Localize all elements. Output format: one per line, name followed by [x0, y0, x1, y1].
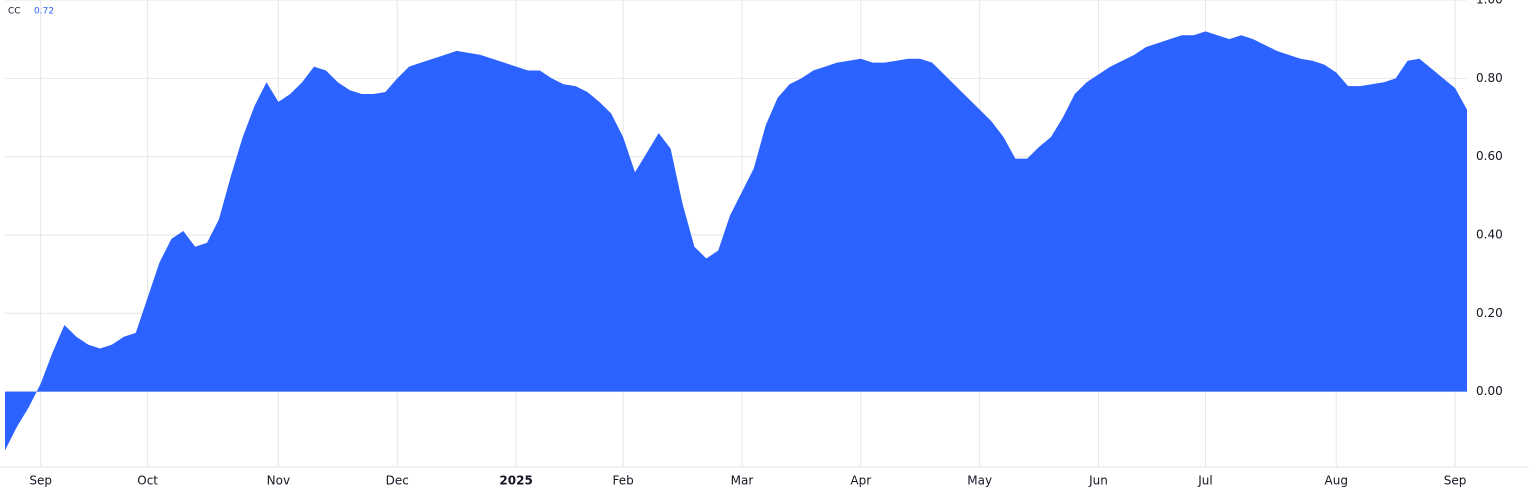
- x-tick-label: Aug: [1325, 474, 1348, 488]
- x-tick-label: Mar: [731, 474, 754, 488]
- x-tick-label: May: [967, 474, 992, 488]
- y-tick-label: 0.20: [1476, 306, 1503, 320]
- x-tick-label: Oct: [137, 474, 158, 488]
- x-tick-label: 2025: [499, 474, 532, 488]
- x-tick-label: Jul: [1197, 474, 1212, 488]
- x-tick-label: Sep: [1444, 474, 1467, 488]
- x-tick-label: Sep: [29, 474, 52, 488]
- y-tick-label: 0.60: [1476, 149, 1503, 163]
- area: [5, 31, 1467, 451]
- x-tick-label: Nov: [267, 474, 290, 488]
- x-tick-label: Dec: [386, 474, 409, 488]
- x-tick-label: Jun: [1088, 474, 1108, 488]
- y-tick-label: 0.80: [1476, 71, 1503, 85]
- legend-value: 0.72: [34, 7, 54, 17]
- x-tick-label: Feb: [612, 474, 633, 488]
- y-tick-label: 0.00: [1476, 384, 1503, 398]
- y-tick-label: 0.40: [1476, 227, 1503, 241]
- x-tick-label: Apr: [850, 474, 871, 488]
- y-tick-label: 1.00: [1476, 0, 1503, 7]
- legend-name: CC: [8, 7, 21, 17]
